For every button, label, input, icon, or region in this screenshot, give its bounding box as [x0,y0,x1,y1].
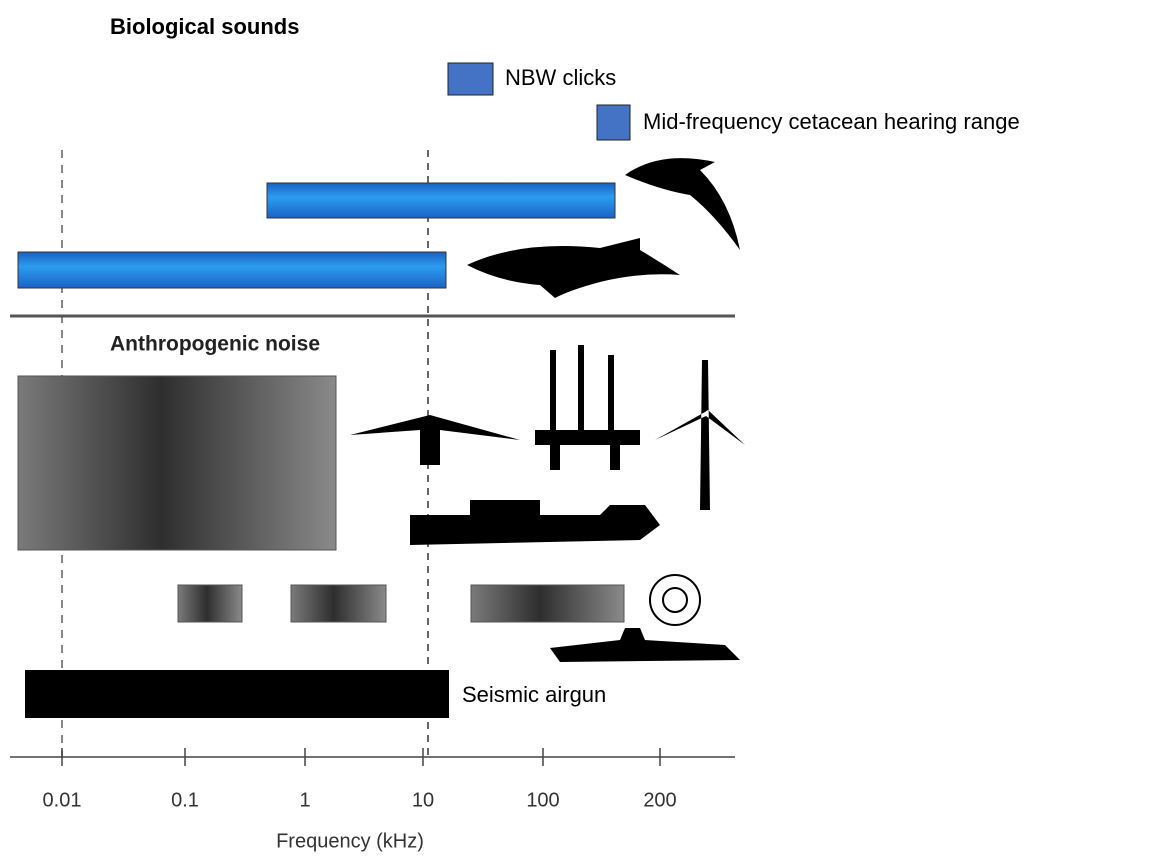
whale-silhouette [467,238,680,298]
airgun-range [25,670,449,718]
airgun-label: Seismic airgun [462,682,606,707]
figure: Biological sounds NBW clicks Mid-frequen… [0,0,1157,857]
noise-range [18,376,336,550]
dolphin-silhouette [625,158,740,250]
tick-label: 200 [643,789,676,811]
range-bar [18,252,446,288]
range-bar [267,183,615,218]
tick-label: 1 [299,789,310,811]
noise-range [178,585,242,622]
tick-label: 0.1 [171,789,199,811]
legend-label: Mid-frequency cetacean hearing range [643,109,1020,134]
axis-label: Frequency (kHz) [276,830,424,852]
noise-range [291,585,386,622]
tick-label: 10 [412,789,434,811]
tick-label: 0.01 [43,789,82,811]
noise-range [471,585,624,622]
legend-label: NBW clicks [505,65,616,90]
section-title: Anthropogenic noise [110,333,320,356]
title: Biological sounds [110,14,299,39]
legend-swatch [597,105,630,140]
tick-label: 100 [526,789,559,811]
legend-swatch [448,63,493,95]
